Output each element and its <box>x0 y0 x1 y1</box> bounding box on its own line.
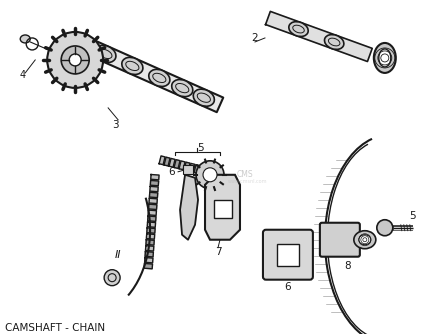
FancyBboxPatch shape <box>263 230 313 280</box>
Polygon shape <box>147 228 155 233</box>
Text: CMS: CMS <box>237 170 253 179</box>
Ellipse shape <box>193 89 215 106</box>
Polygon shape <box>180 175 198 240</box>
Polygon shape <box>145 252 153 257</box>
Ellipse shape <box>20 35 30 43</box>
Ellipse shape <box>122 57 143 74</box>
Text: 8: 8 <box>345 261 351 271</box>
Ellipse shape <box>354 231 376 249</box>
Circle shape <box>104 270 120 286</box>
Polygon shape <box>174 160 180 168</box>
Polygon shape <box>149 192 158 198</box>
Polygon shape <box>159 156 165 165</box>
Polygon shape <box>147 222 156 227</box>
Circle shape <box>196 161 224 189</box>
Polygon shape <box>145 246 154 251</box>
Text: www.cmsnl.com: www.cmsnl.com <box>228 179 268 184</box>
Polygon shape <box>199 166 205 175</box>
Text: 5: 5 <box>197 143 203 153</box>
Text: CAMSHAFT - CHAIN: CAMSHAFT - CHAIN <box>5 323 105 333</box>
Text: 7: 7 <box>215 247 221 257</box>
Polygon shape <box>150 180 159 186</box>
Polygon shape <box>169 158 175 167</box>
Circle shape <box>61 46 89 74</box>
Polygon shape <box>205 175 240 240</box>
Polygon shape <box>145 258 153 263</box>
Text: 4: 4 <box>19 70 25 80</box>
Polygon shape <box>146 240 154 245</box>
Polygon shape <box>144 264 153 269</box>
Ellipse shape <box>359 235 371 245</box>
Polygon shape <box>194 165 200 173</box>
Polygon shape <box>189 163 195 172</box>
Polygon shape <box>214 170 220 178</box>
Polygon shape <box>148 216 156 221</box>
Polygon shape <box>146 234 155 239</box>
Text: 6: 6 <box>169 167 175 177</box>
Polygon shape <box>150 186 158 192</box>
FancyBboxPatch shape <box>277 244 299 266</box>
Ellipse shape <box>149 69 170 87</box>
FancyBboxPatch shape <box>183 165 193 174</box>
Polygon shape <box>265 11 372 61</box>
Text: II: II <box>115 250 121 260</box>
Polygon shape <box>184 162 190 171</box>
Circle shape <box>377 220 393 236</box>
Polygon shape <box>204 167 210 176</box>
Text: 5: 5 <box>409 211 416 221</box>
Ellipse shape <box>172 79 193 97</box>
Polygon shape <box>179 161 185 170</box>
Ellipse shape <box>374 43 396 73</box>
Text: 6: 6 <box>285 282 291 292</box>
Polygon shape <box>148 210 157 215</box>
Polygon shape <box>151 174 159 180</box>
Polygon shape <box>149 198 157 203</box>
Polygon shape <box>209 168 215 177</box>
FancyBboxPatch shape <box>320 223 360 257</box>
Ellipse shape <box>325 35 344 49</box>
FancyBboxPatch shape <box>214 200 232 218</box>
Circle shape <box>203 168 217 182</box>
Text: 2: 2 <box>252 33 258 43</box>
Ellipse shape <box>95 45 116 62</box>
Polygon shape <box>164 157 170 166</box>
Polygon shape <box>82 38 223 112</box>
Circle shape <box>47 32 103 88</box>
Ellipse shape <box>379 49 391 67</box>
Circle shape <box>69 54 81 66</box>
Text: 3: 3 <box>112 120 119 130</box>
Ellipse shape <box>289 22 308 36</box>
Polygon shape <box>149 204 157 209</box>
